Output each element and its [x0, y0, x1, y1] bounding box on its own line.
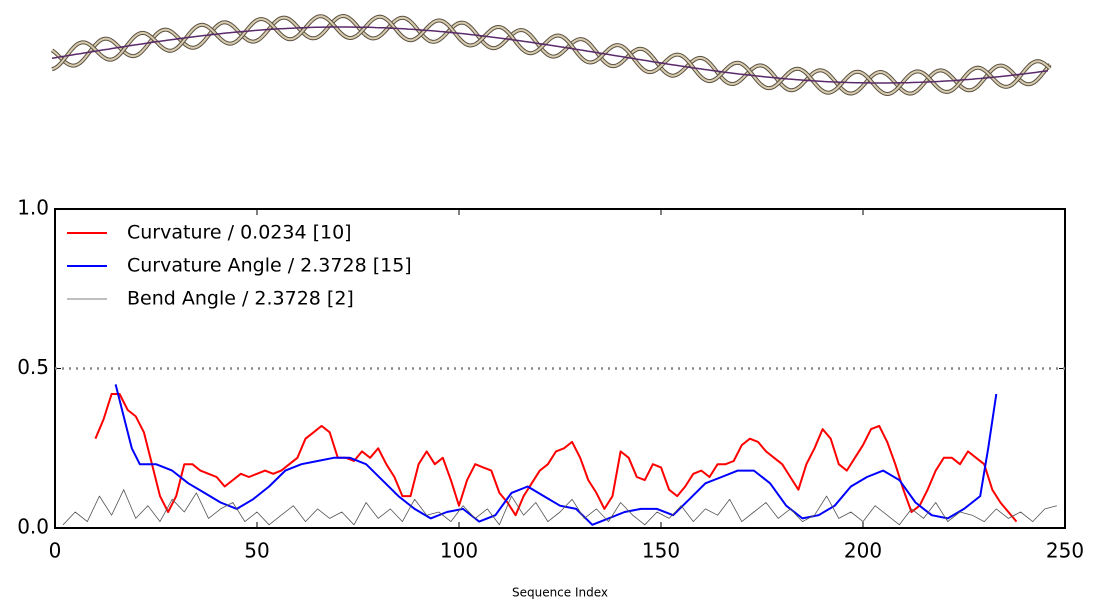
x-tick-label: 150 [642, 539, 680, 563]
legend-label: Curvature / 0.0234 [10] [127, 222, 352, 244]
x-tick-label: 250 [1046, 539, 1084, 563]
x-tick-label: 100 [440, 539, 478, 563]
helix-image [50, 13, 1052, 97]
x-tick-label: 50 [244, 539, 269, 563]
helix-strand [50, 13, 1052, 96]
y-tick-label: 0.5 [17, 355, 49, 379]
series-line [114, 384, 998, 526]
helix-strand [51, 15, 1051, 96]
y-tick-label: 1.0 [17, 196, 49, 220]
x-tick-label: 0 [49, 539, 62, 563]
x-axis-label: Sequence Index [512, 586, 608, 600]
helix-strand [51, 14, 1051, 95]
y-tick-label: 0.0 [17, 515, 49, 539]
series-line [94, 393, 1018, 523]
legend-label: Bend Angle / 2.3728 [2] [127, 288, 354, 310]
series-line [62, 489, 1058, 526]
legend-label: Curvature Angle / 2.3728 [15] [127, 255, 412, 277]
helix-axis [51, 26, 1049, 84]
x-tick-label: 200 [844, 539, 882, 563]
